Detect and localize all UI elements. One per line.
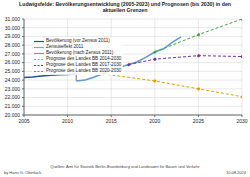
- svg-text:23.000: 23.000: [8, 86, 20, 92]
- svg-text:20.000: 20.000: [8, 112, 20, 118]
- svg-text:26.000: 26.000: [8, 59, 20, 65]
- svg-text:2025: 2025: [193, 118, 204, 124]
- html-text:Quellen: Amt für Statistik Ber: Quellen: Amt für Statistik Berlin-Brande…: [50, 164, 200, 169]
- svg-text:21.000: 21.000: [8, 103, 20, 109]
- svg-text:24.000: 24.000: [8, 77, 20, 83]
- html-text:Prognose des Landes BB 2014-20: Prognose des Landes BB 2014-2030: [46, 56, 122, 61]
- html-text:Prognose des Landes BB 2020-20: Prognose des Landes BB 2020-2030: [46, 68, 122, 73]
- svg-text:27.000: 27.000: [8, 51, 20, 57]
- html-text:Prognose des Landes BB 2017-20: Prognose des Landes BB 2017-2030: [46, 62, 122, 67]
- html-text:Bevölkerung (nach Zensus 2011): Bevölkerung (nach Zensus 2011): [46, 50, 114, 55]
- html-text:by Hans G. Oberlack: by Hans G. Oberlack: [4, 170, 42, 175]
- svg-text:30.000: 30.000: [8, 25, 20, 31]
- svg-text:2015: 2015: [106, 118, 117, 124]
- html-text:Ludwigsfelde: Bevölkerungsentw: Ludwigsfelde: Bevölkerungsentwicklung (2…: [19, 1, 231, 13]
- svg-text:25.000: 25.000: [8, 68, 20, 74]
- html-text:Bevölkerung (vor Zensus 2011): Bevölkerung (vor Zensus 2011): [46, 38, 110, 43]
- svg-text:2030: 2030: [236, 118, 242, 124]
- svg-text:2020: 2020: [149, 118, 160, 124]
- svg-text:2005: 2005: [18, 118, 29, 124]
- svg-text:29.000: 29.000: [8, 33, 20, 39]
- html-text:Zensuseffekt 2011: Zensuseffekt 2011: [46, 44, 84, 49]
- svg-text:31.000: 31.000: [8, 16, 20, 22]
- svg-text:22.000: 22.000: [8, 94, 20, 100]
- html-text:10.08.2024: 10.08.2024: [226, 170, 246, 175]
- svg-text:2010: 2010: [62, 118, 73, 124]
- svg-text:28.000: 28.000: [8, 42, 20, 48]
